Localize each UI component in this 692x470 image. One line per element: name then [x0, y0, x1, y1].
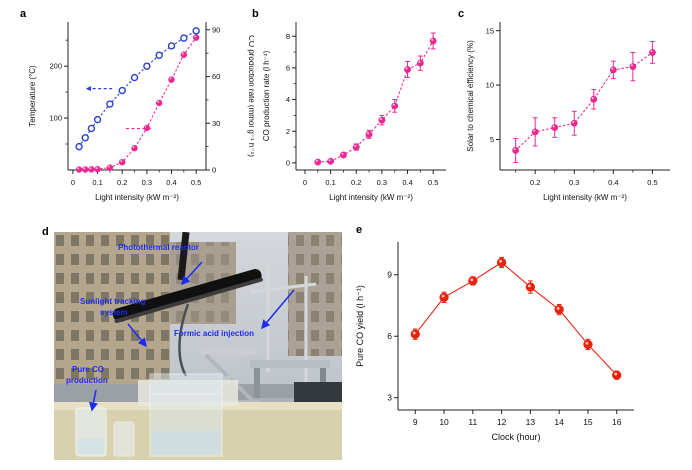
svg-text:200: 200 [49, 62, 62, 71]
panel-d: Photothermal reactor Sunlight tracking s… [54, 232, 342, 460]
svg-text:0.5: 0.5 [191, 178, 201, 187]
svg-text:3: 3 [387, 392, 392, 402]
feed-pipe [177, 232, 190, 281]
svg-text:0.3: 0.3 [377, 178, 387, 187]
svg-text:0.2: 0.2 [530, 178, 540, 187]
svg-text:9: 9 [413, 417, 418, 427]
svg-text:30: 30 [212, 119, 220, 128]
buildings [54, 232, 342, 388]
svg-text:Light intensity (kW m⁻²): Light intensity (kW m⁻²) [95, 193, 179, 202]
svg-text:0.1: 0.1 [325, 178, 335, 187]
chart-b-co-production-rate: 0 0.1 0.2 0.3 0.4 0.5 0 2 4 6 8 Light intensity (kW… [262, 22, 446, 202]
annotation-arrows [89, 261, 295, 412]
svg-text:Light intensity (kW m⁻²): Light intensity (kW m⁻²) [543, 193, 627, 202]
svg-text:90: 90 [212, 25, 220, 34]
photo-label-pure-co-1: Pure CO [72, 365, 105, 374]
svg-text:0: 0 [286, 158, 290, 167]
svg-text:Clock (hour): Clock (hour) [491, 432, 540, 442]
tubing [178, 303, 190, 377]
tracking-arrow [127, 323, 147, 348]
svg-text:2: 2 [286, 127, 290, 136]
setup-photo: Photothermal reactor Sunlight tracking s… [54, 232, 342, 460]
svg-text:6: 6 [387, 331, 392, 341]
svg-text:CO production rate (mmol g⁻¹ h: CO production rate (mmol g⁻¹ h⁻¹) [247, 35, 254, 157]
svg-text:CO production rate (l h⁻¹): CO production rate (l h⁻¹) [262, 50, 271, 141]
photo-label-tracking-2: system [100, 308, 128, 317]
photo-label-injection: Formic acid injection [174, 329, 255, 338]
svg-text:9: 9 [387, 269, 392, 279]
chart-e-pure-co-yield: 9 10 11 12 13 14 15 16 3 6 9 Clock (hour) Pure CO yi… [355, 242, 634, 442]
panel-letter-b: b [252, 8, 259, 20]
panel-letter-d: d [42, 226, 49, 238]
svg-text:10: 10 [486, 81, 494, 90]
chart-a-temperature-co-rate: 0 0.1 0.2 0.3 0.4 0.5 100 200 0 30 60 90 Light inten… [28, 22, 254, 202]
svg-text:Temperature (°C): Temperature (°C) [28, 65, 37, 127]
svg-text:Solar to chemical efficiency (: Solar to chemical efficiency (%) [466, 40, 475, 152]
panel-c: 0.2 0.3 0.4 0.5 5 10 15 Light intensity (kW m⁻²… [462, 8, 686, 222]
svg-text:16: 16 [612, 417, 622, 427]
photo-label-pure-co-2: production [66, 376, 108, 385]
svg-text:8: 8 [286, 32, 290, 41]
svg-text:10: 10 [439, 417, 449, 427]
panel-e: 9 10 11 12 13 14 15 16 3 6 9 Clock (hour) Pure CO yi… [352, 228, 652, 464]
svg-text:0.2: 0.2 [117, 178, 127, 187]
svg-text:0.3: 0.3 [142, 178, 152, 187]
svg-text:0: 0 [71, 178, 75, 187]
photo-label-reactor: Photothermal reactor [118, 243, 199, 252]
svg-text:11: 11 [468, 417, 477, 427]
pure-co-arrow [89, 389, 98, 412]
chart-c-solar-efficiency: 0.2 0.3 0.4 0.5 5 10 15 Light intensity (kW m⁻²… [466, 22, 670, 202]
svg-text:60: 60 [212, 72, 220, 81]
svg-text:0.4: 0.4 [608, 178, 618, 187]
setup-photo-scene [54, 232, 342, 460]
svg-text:6: 6 [286, 64, 290, 73]
panel-letter-e: e [356, 224, 363, 236]
svg-text:100: 100 [49, 114, 62, 123]
svg-text:0.3: 0.3 [569, 178, 579, 187]
panel-letter-a: a [20, 8, 27, 20]
svg-text:0.2: 0.2 [351, 178, 361, 187]
injection-arrow [261, 289, 295, 330]
glass-tank [149, 373, 223, 457]
svg-text:15: 15 [583, 417, 593, 427]
photo-label-tracking-1: Sunlight tracking [80, 297, 146, 306]
svg-text:0.5: 0.5 [428, 178, 438, 187]
svg-text:0.1: 0.1 [92, 178, 102, 187]
svg-text:12: 12 [497, 417, 507, 427]
svg-text:0: 0 [303, 178, 307, 187]
svg-text:15: 15 [486, 26, 494, 35]
svg-text:4: 4 [286, 95, 290, 104]
svg-text:0.4: 0.4 [166, 178, 176, 187]
svg-text:0: 0 [212, 166, 216, 175]
panel-b: 0 0.1 0.2 0.3 0.4 0.5 0 2 4 6 8 Light intensity (kW… [258, 8, 458, 222]
svg-text:Light intensity (kW m⁻²): Light intensity (kW m⁻²) [329, 193, 413, 202]
svg-text:14: 14 [554, 417, 564, 427]
panel-letter-c: c [458, 8, 465, 20]
svg-text:0.5: 0.5 [647, 178, 657, 187]
panel-a: 0 0.1 0.2 0.3 0.4 0.5 100 200 0 30 60 90 Light inten… [24, 8, 254, 222]
reactor-arrow [180, 261, 203, 286]
photothermal-reactor-tube [112, 268, 263, 323]
svg-text:0.4: 0.4 [402, 178, 412, 187]
beakers [75, 407, 135, 457]
svg-text:5: 5 [490, 135, 494, 144]
svg-text:Pure CO yield (l h⁻¹): Pure CO yield (l h⁻¹) [355, 285, 365, 367]
svg-text:13: 13 [526, 417, 536, 427]
